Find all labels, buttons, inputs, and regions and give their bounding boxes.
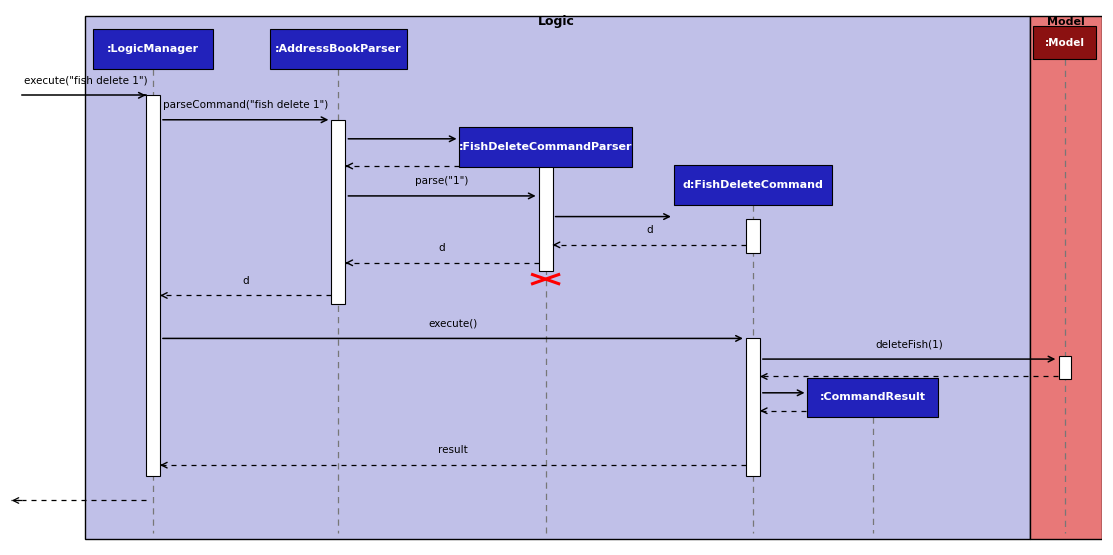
- Text: d: d: [439, 243, 445, 253]
- Text: d: d: [243, 276, 249, 286]
- Bar: [146, 95, 160, 476]
- Bar: [1030, 17, 1102, 538]
- Text: :Model: :Model: [1045, 38, 1085, 48]
- Text: :CommandResult: :CommandResult: [820, 392, 926, 402]
- Text: execute("fish delete 1"): execute("fish delete 1"): [24, 75, 148, 85]
- Text: d: d: [646, 225, 652, 235]
- Bar: [86, 17, 1030, 538]
- Bar: [92, 29, 213, 69]
- Bar: [1033, 26, 1096, 59]
- Bar: [539, 143, 553, 271]
- Text: result: result: [439, 445, 467, 455]
- Text: deleteFish(1): deleteFish(1): [875, 339, 943, 349]
- Bar: [270, 29, 406, 69]
- Text: Model: Model: [1047, 17, 1085, 27]
- Text: d:FishDeleteCommand: d:FishDeleteCommand: [682, 180, 824, 190]
- Text: :FishDeleteCommandParser: :FishDeleteCommandParser: [459, 142, 632, 152]
- Bar: [746, 339, 760, 476]
- Text: execute(): execute(): [429, 319, 477, 329]
- Text: :AddressBookParser: :AddressBookParser: [275, 44, 402, 54]
- Bar: [332, 120, 345, 304]
- Text: Logic: Logic: [538, 16, 575, 28]
- Bar: [1058, 356, 1071, 379]
- Text: :LogicManager: :LogicManager: [107, 44, 199, 54]
- Bar: [746, 219, 760, 253]
- Text: parseCommand("fish delete 1"): parseCommand("fish delete 1"): [162, 100, 328, 110]
- Bar: [673, 165, 831, 205]
- Text: parse("1"): parse("1"): [415, 176, 469, 186]
- Bar: [807, 377, 938, 417]
- Bar: [867, 395, 879, 413]
- Bar: [460, 128, 632, 166]
